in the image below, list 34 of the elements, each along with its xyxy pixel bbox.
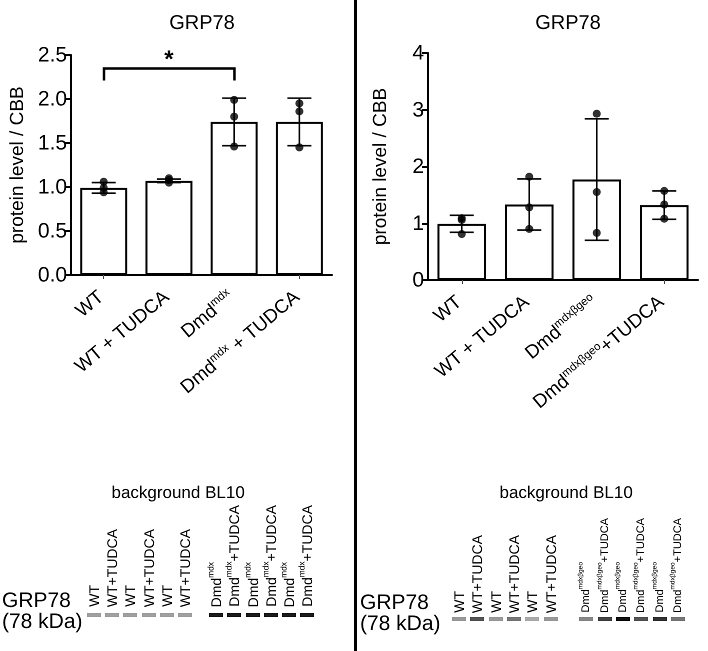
text: WT (86, 585, 102, 607)
y-tick-label: 0.0 (38, 264, 68, 286)
y-tick-label: 1.5 (38, 132, 68, 154)
text: background BL10 (500, 483, 633, 503)
y-tick-label: 2 (412, 155, 424, 178)
chart-title: GRP78 (535, 12, 601, 34)
x-tick-label: WT (430, 292, 466, 328)
text: WT (451, 591, 467, 613)
text: WT+TUDCA (140, 529, 157, 608)
text: WT (488, 591, 504, 613)
y-axis-title: protein level / CBB (370, 88, 391, 246)
x-tick-label: WT (72, 286, 108, 322)
annotation: * (163, 46, 175, 73)
text: WT+TUDCA (506, 535, 522, 614)
text: WT (524, 591, 540, 613)
y-tick-label: 1.0 (38, 176, 68, 198)
text: WT+TUDCA (542, 535, 558, 614)
text: WT+TUDCA (104, 529, 120, 608)
text: WT+TUDCA (177, 529, 193, 608)
y-tick-label: 0 (412, 268, 424, 292)
text: GRP78 (78 kDa) (360, 591, 442, 635)
text: WT (122, 585, 138, 607)
y-tick-label: 1 (412, 212, 424, 235)
y-tick-label: 3 (412, 98, 424, 122)
y-tick-label: 2.5 (38, 44, 68, 66)
text: WT (158, 585, 175, 607)
y-tick-label: 4 (412, 42, 424, 64)
y-tick-label: 0.5 (38, 220, 68, 242)
chart-title: GRP78 (169, 12, 235, 34)
text: background BL10 (112, 483, 245, 503)
y-axis-title: protein level / CBB (7, 86, 28, 244)
text: GRP78 (78 kDa) (2, 589, 83, 633)
text: WT+TUDCA (469, 535, 486, 614)
y-tick-label: 2.0 (38, 88, 68, 110)
